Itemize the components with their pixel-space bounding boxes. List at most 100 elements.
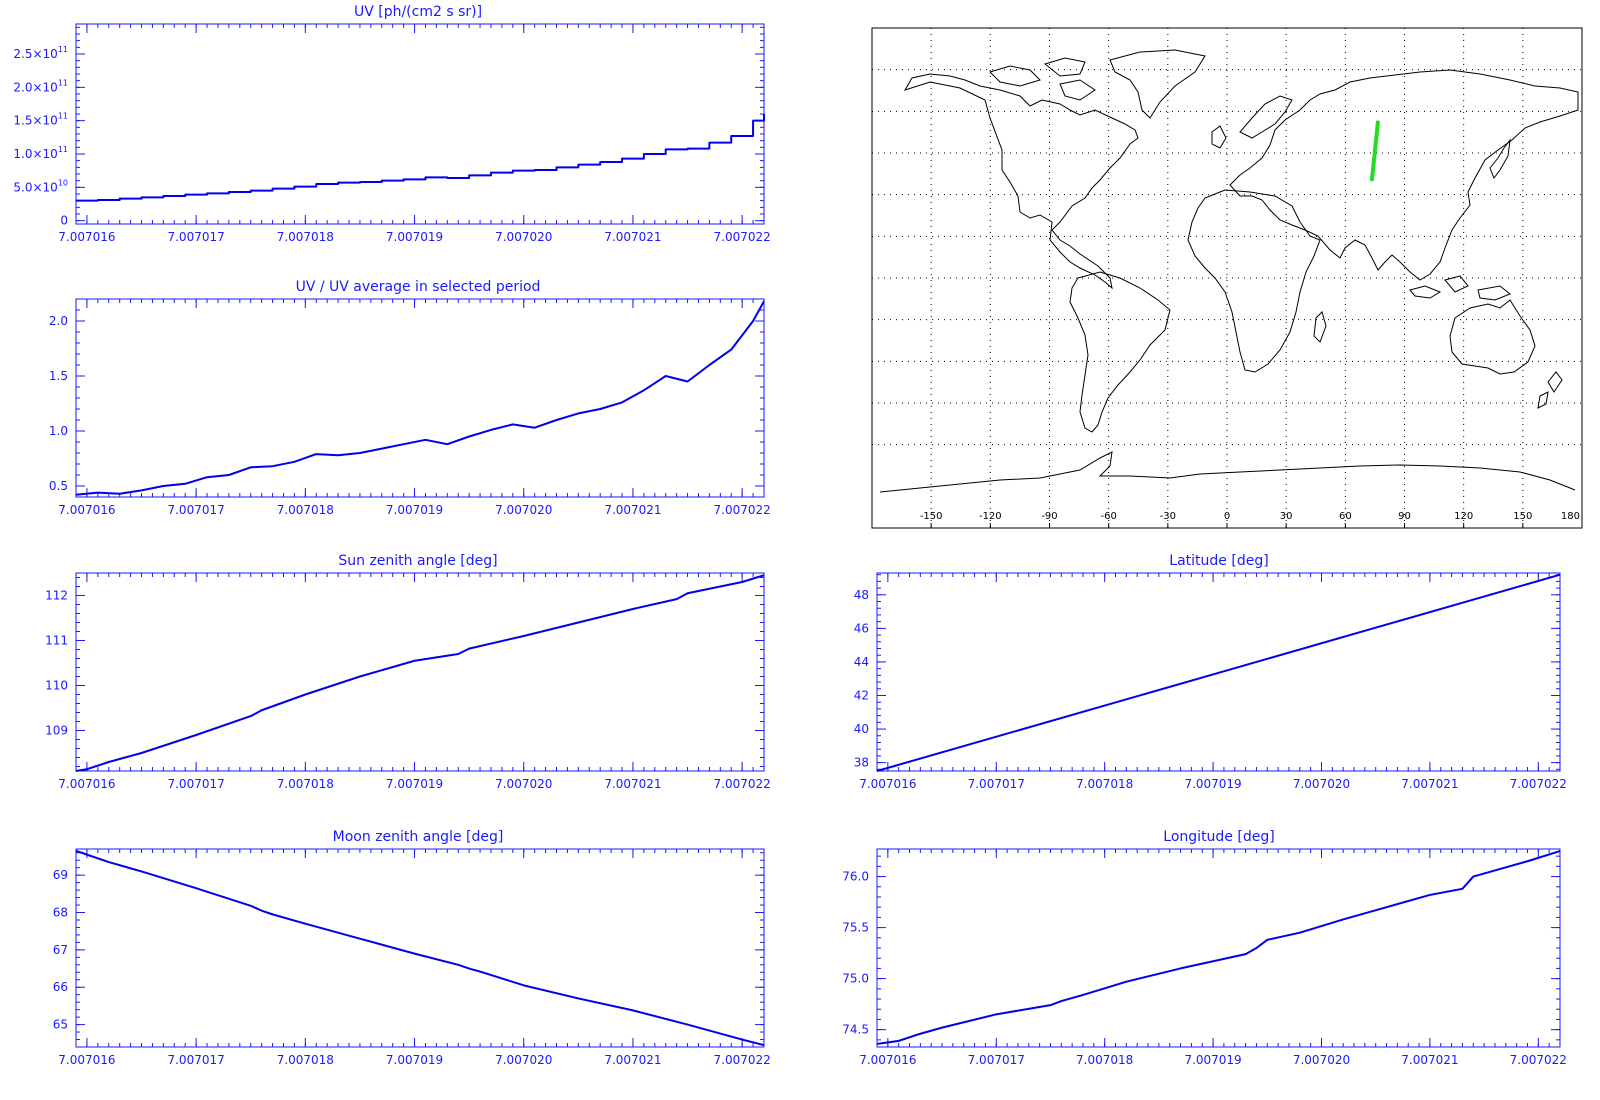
plot-frame bbox=[75, 848, 765, 1048]
x-tick-label: 7.007022 bbox=[714, 777, 771, 791]
plot-frame bbox=[75, 298, 765, 498]
x-tick-label: 7.007019 bbox=[1184, 1053, 1241, 1067]
map-tick-label: 180 bbox=[1561, 511, 1580, 522]
y-tick-label: 1.5×1011 bbox=[13, 112, 68, 128]
y-tick-label: 112 bbox=[45, 589, 68, 603]
x-tick-label: 7.007019 bbox=[386, 503, 443, 517]
minor-ticks bbox=[75, 24, 765, 224]
chart-title: Latitude [deg] bbox=[1169, 553, 1268, 569]
coastline-new-zealand bbox=[1537, 371, 1563, 409]
y-tick-label: 0.5 bbox=[49, 479, 68, 493]
series-line bbox=[75, 574, 765, 772]
y-tick-label: 2.0 bbox=[49, 314, 68, 328]
map-tick-label: -60 bbox=[1100, 511, 1116, 522]
x-tick-label: 7.007016 bbox=[58, 503, 115, 517]
x-tick-label: 7.007022 bbox=[714, 503, 771, 517]
y-tick-label: 46 bbox=[854, 621, 869, 635]
x-tick-label: 7.007017 bbox=[167, 777, 224, 791]
x-tick-label: 7.007017 bbox=[167, 230, 224, 244]
x-tick-label: 7.007016 bbox=[859, 777, 916, 791]
y-tick-label: 1.0×1011 bbox=[13, 145, 68, 161]
x-tick-label: 7.007021 bbox=[604, 777, 661, 791]
coastlines bbox=[879, 49, 1579, 493]
y-tick-label: 74.5 bbox=[842, 1023, 869, 1037]
coastline-eurasia bbox=[1229, 69, 1579, 281]
map-tick-label: 30 bbox=[1280, 511, 1293, 522]
chart-moon-zenith: Moon zenith angle [deg] 7.007016 7.007017… bbox=[53, 829, 771, 1067]
x-tick-label: 7.007016 bbox=[58, 230, 115, 244]
x-tick-label: 7.007020 bbox=[495, 230, 552, 244]
y-tick-label: 38 bbox=[854, 756, 869, 770]
chart-uv-ratio: UV / UV average in selected period 7.007… bbox=[49, 279, 771, 517]
x-tick-label: 7.007017 bbox=[167, 1053, 224, 1067]
x-tick-label: 7.007017 bbox=[968, 1053, 1025, 1067]
series-line bbox=[876, 573, 1561, 772]
coastline-africa bbox=[1187, 189, 1321, 373]
x-tick-label: 7.007018 bbox=[1076, 1053, 1133, 1067]
y-tick-label: 2.0×1011 bbox=[13, 78, 68, 94]
coastline-indonesia bbox=[1409, 275, 1511, 301]
y-tick-label: 75.5 bbox=[842, 921, 869, 935]
chart-sun-zenith: Sun zenith angle [deg] 7.007016 7.007017 7… bbox=[45, 553, 771, 791]
y-tick-label: 40 bbox=[854, 722, 869, 736]
y-tick-label: 65 bbox=[53, 1018, 68, 1032]
map-tick-label: 0 bbox=[1224, 511, 1230, 522]
y-tick-label: 67 bbox=[53, 943, 68, 957]
satellite-track bbox=[1369, 120, 1380, 182]
chart-latitude: Latitude [deg] 7.007016 7.007017 7.007018 7… bbox=[854, 553, 1567, 791]
x-tick-label: 7.007016 bbox=[58, 1053, 115, 1067]
map-tick-label: -90 bbox=[1041, 511, 1057, 522]
chart-title: UV [ph/(cm2 s sr)] bbox=[354, 4, 482, 20]
x-tick-label: 7.007020 bbox=[1293, 777, 1350, 791]
minor-ticks bbox=[876, 849, 1561, 1047]
chart-uv: UV [ph/(cm2 s sr)] 7.007016 7.007017 7.007… bbox=[13, 4, 770, 244]
map-graticule bbox=[872, 28, 1582, 528]
x-tick-label: 7.007017 bbox=[968, 777, 1025, 791]
x-tick-label: 7.007018 bbox=[277, 1053, 334, 1067]
y-tick-label: 76.0 bbox=[842, 870, 869, 884]
map-tick-label: 60 bbox=[1339, 511, 1352, 522]
x-tick-label: 7.007022 bbox=[1510, 1053, 1567, 1067]
x-tick-label: 7.007018 bbox=[277, 777, 334, 791]
x-tick-label: 7.007020 bbox=[495, 503, 552, 517]
x-tick-label: 7.007021 bbox=[1401, 777, 1458, 791]
y-tick-label: 44 bbox=[854, 655, 869, 669]
x-tick-label: 7.007019 bbox=[386, 777, 443, 791]
x-tick-label: 7.007019 bbox=[1184, 777, 1241, 791]
plot-frame bbox=[75, 23, 765, 225]
plot-frame bbox=[876, 572, 1561, 772]
plot-frame bbox=[75, 572, 765, 772]
coastline-japan bbox=[1489, 138, 1511, 180]
y-tick-label: 2.5×1011 bbox=[13, 45, 68, 61]
coastline-antarctica bbox=[879, 451, 1576, 493]
x-tick-label: 7.007022 bbox=[1510, 777, 1567, 791]
map-tick-label: -120 bbox=[979, 511, 1002, 522]
map-tick-label: 120 bbox=[1454, 511, 1473, 522]
x-tick-label: 7.007016 bbox=[859, 1053, 916, 1067]
coastline-north-america bbox=[903, 73, 1139, 290]
x-tick-label: 7.007021 bbox=[604, 1053, 661, 1067]
x-tick-label: 7.007016 bbox=[58, 777, 115, 791]
map-tick-label: 150 bbox=[1513, 511, 1532, 522]
map-tick-label: 90 bbox=[1398, 511, 1411, 522]
x-tick-label: 7.007019 bbox=[386, 1053, 443, 1067]
y-tick-label: 68 bbox=[53, 906, 68, 920]
x-tick-label: 7.007022 bbox=[714, 1053, 771, 1067]
coastline-britain bbox=[1211, 125, 1227, 149]
world-map: -150 -120 -90 -60 -30 0 30 60 90 120 150 180 bbox=[871, 27, 1583, 529]
y-tick-label: 109 bbox=[45, 724, 68, 738]
x-tick-label: 7.007017 bbox=[167, 503, 224, 517]
chart-title: Longitude [deg] bbox=[1163, 829, 1274, 845]
y-tick-label: 1.0 bbox=[49, 424, 68, 438]
y-tick-label: 0 bbox=[60, 214, 68, 228]
chart-title: UV / UV average in selected period bbox=[296, 279, 541, 295]
coastline-greenland bbox=[1109, 49, 1206, 119]
plot-frame bbox=[876, 848, 1561, 1048]
chart-title: Moon zenith angle [deg] bbox=[333, 829, 504, 845]
x-tick-label: 7.007018 bbox=[1076, 777, 1133, 791]
x-tick-label: 7.007020 bbox=[495, 1053, 552, 1067]
y-tick-label: 110 bbox=[45, 679, 68, 693]
series-line bbox=[75, 849, 765, 1047]
y-tick-label: 66 bbox=[53, 980, 68, 994]
